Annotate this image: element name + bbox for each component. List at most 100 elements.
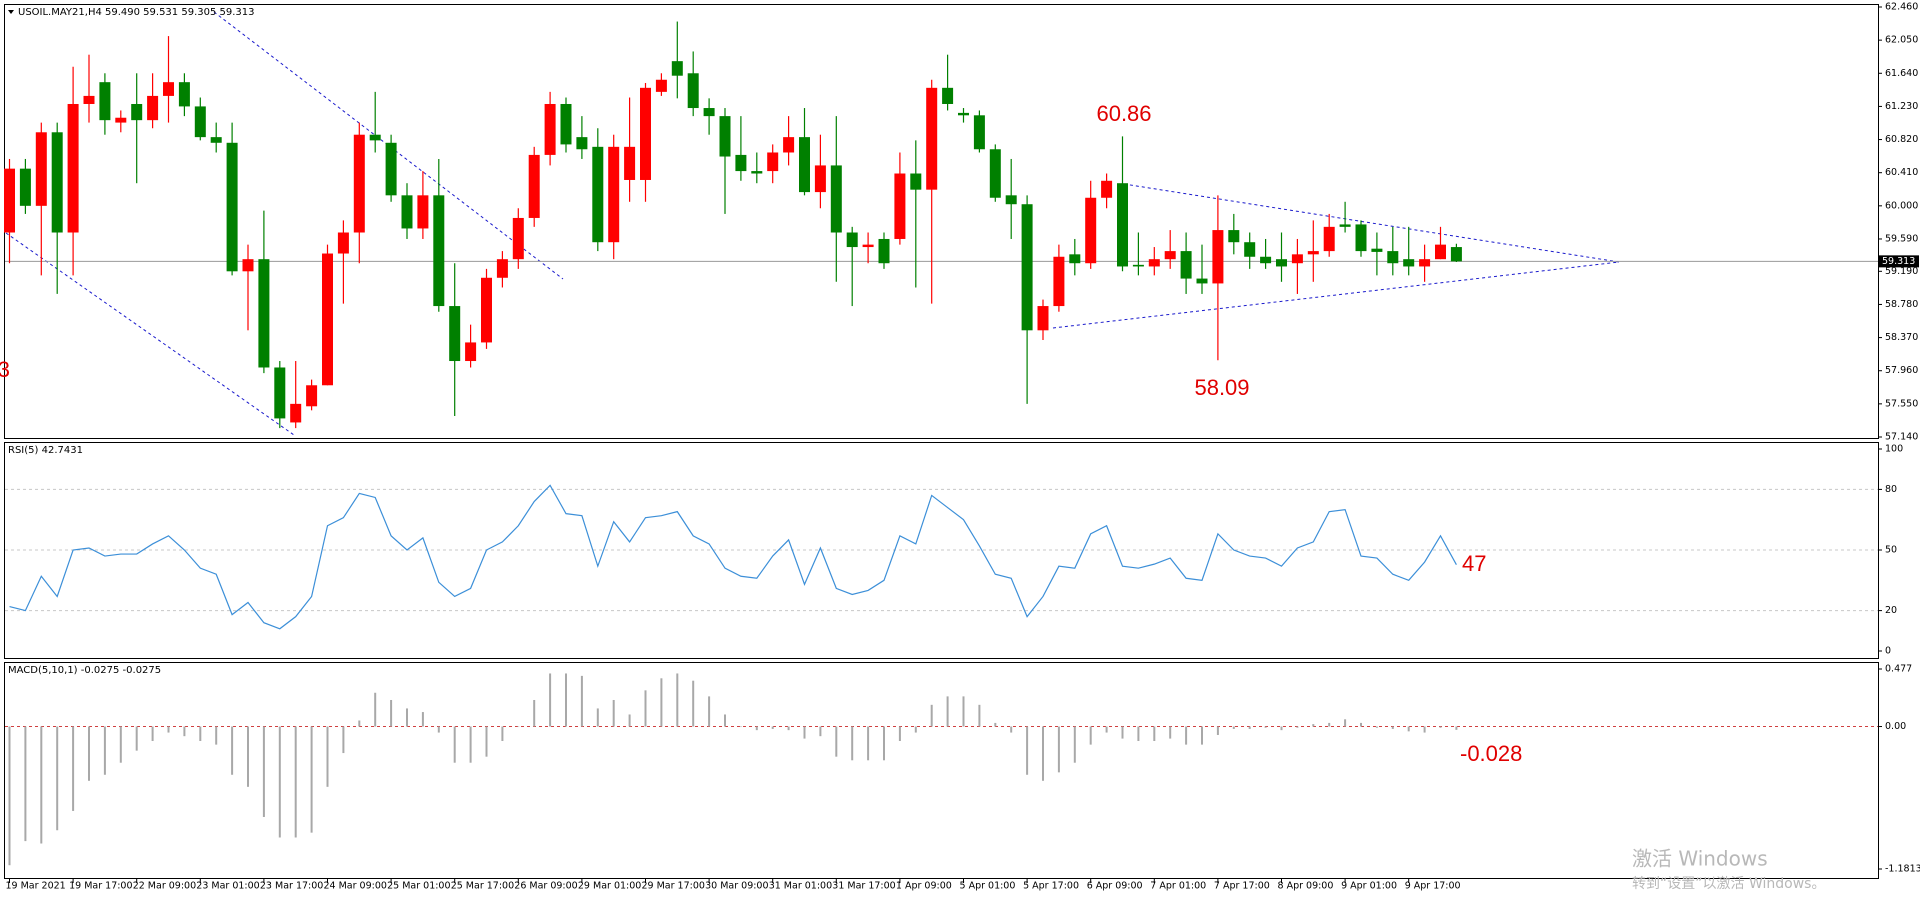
- histogram-bar: [358, 720, 361, 727]
- candle-body: [19, 168, 31, 206]
- x-tick-label: 19 Mar 2021: [6, 881, 66, 892]
- histogram-bar: [167, 726, 170, 733]
- candle-body: [210, 137, 222, 143]
- y-tick-label: 61.230: [1885, 101, 1918, 112]
- histogram-bar: [1073, 726, 1076, 763]
- histogram-bar: [771, 726, 774, 729]
- histogram-bar: [294, 726, 297, 838]
- candle-body: [115, 117, 127, 123]
- candle-body: [433, 195, 445, 307]
- candle-body: [1101, 180, 1113, 198]
- candle-body: [528, 154, 540, 218]
- y-tick-label: 57.140: [1885, 432, 1918, 443]
- candle-body: [830, 165, 842, 233]
- y-tick-label: 100: [1885, 444, 1903, 455]
- x-tick-label: 5 Apr 01:00: [960, 881, 1016, 892]
- histogram-bar: [596, 708, 599, 727]
- histogram-bar: [803, 726, 806, 739]
- candle-body: [687, 73, 699, 109]
- y-tick-label: 62.050: [1885, 35, 1918, 46]
- histogram-bar: [199, 726, 202, 742]
- histogram-bar: [231, 726, 234, 775]
- candle-body: [799, 137, 810, 193]
- candle-body: [1371, 248, 1383, 252]
- histogram-bar: [819, 726, 822, 737]
- histogram-bar: [628, 714, 631, 727]
- candle-body: [131, 103, 143, 121]
- candle-body: [163, 82, 174, 96]
- candle-body: [910, 173, 922, 190]
- candle-body: [353, 134, 365, 233]
- histogram-bar: [1439, 726, 1442, 728]
- candle-body: [942, 87, 954, 104]
- y-tick-label: 0.477: [1885, 664, 1912, 675]
- low-annotation: 58.09: [1194, 375, 1249, 400]
- histogram-bar: [1423, 726, 1426, 733]
- histogram-bar: [1201, 726, 1203, 745]
- candle-body: [1387, 251, 1399, 264]
- y-tick-label: 60.000: [1885, 200, 1918, 211]
- histogram-bar: [580, 675, 583, 727]
- candle-body: [1419, 259, 1431, 267]
- trendline: [1052, 261, 1620, 329]
- candle-body: [194, 106, 206, 138]
- histogram-bar: [1137, 726, 1140, 742]
- y-tick-label: 59.590: [1885, 233, 1918, 244]
- x-tick-label: 22 Mar 09:00: [133, 881, 196, 892]
- histogram-bar: [453, 726, 456, 763]
- candle-body: [51, 132, 63, 233]
- candle-body: [290, 403, 302, 423]
- candle-body: [83, 95, 95, 104]
- candle-body: [4, 168, 15, 233]
- candle-body: [1307, 251, 1319, 255]
- histogram-bar: [88, 726, 90, 781]
- histogram-bar: [1121, 726, 1124, 739]
- x-tick-label: 25 Mar 01:00: [387, 881, 450, 892]
- candle-body: [385, 142, 397, 196]
- histogram-bar: [1105, 726, 1108, 733]
- histogram-bar: [8, 726, 11, 866]
- histogram-bar: [135, 726, 138, 751]
- histogram-bar: [1296, 726, 1299, 728]
- histogram-bar: [755, 726, 758, 731]
- candle-body: [1291, 254, 1303, 264]
- candle-body: [226, 142, 238, 272]
- candle-body: [1053, 256, 1065, 307]
- histogram-bar: [72, 726, 75, 811]
- y-tick-label: 62.460: [1885, 2, 1918, 13]
- histogram-bar: [644, 690, 647, 727]
- histogram-bar: [1407, 726, 1410, 732]
- candle-body: [1132, 264, 1144, 267]
- histogram-bar: [1455, 726, 1458, 730]
- histogram-bar: [978, 704, 981, 727]
- candle-body: [608, 146, 620, 243]
- histogram-bar: [708, 696, 711, 727]
- histogram-bar: [1169, 726, 1172, 739]
- histogram-bar: [946, 696, 949, 727]
- candle-body: [1212, 230, 1224, 284]
- candle-body: [465, 342, 477, 362]
- histogram-bar: [24, 726, 27, 842]
- histogram-bar: [994, 722, 997, 727]
- histogram-bar: [310, 726, 313, 833]
- candle-body: [337, 232, 349, 254]
- candle-body: [178, 82, 190, 107]
- candle-body: [703, 108, 715, 117]
- candle-body: [1355, 224, 1367, 252]
- histogram-bar: [103, 726, 106, 775]
- candle-body: [1085, 197, 1097, 264]
- candle-body: [814, 165, 826, 193]
- histogram-bar: [1360, 722, 1362, 727]
- y-tick-label: 60.820: [1885, 134, 1918, 145]
- histogram-bar: [1232, 726, 1235, 729]
- candle-body: [242, 259, 254, 272]
- candle-body: [274, 367, 286, 419]
- high-annotation: 60.86: [1096, 101, 1151, 126]
- candle-body: [973, 115, 985, 150]
- histogram-bar: [914, 726, 917, 733]
- candle-body: [783, 137, 795, 153]
- candle-body: [1260, 256, 1272, 264]
- x-tick-label: 8 Apr 09:00: [1278, 881, 1334, 892]
- x-tick-label: 31 Mar 01:00: [769, 881, 832, 892]
